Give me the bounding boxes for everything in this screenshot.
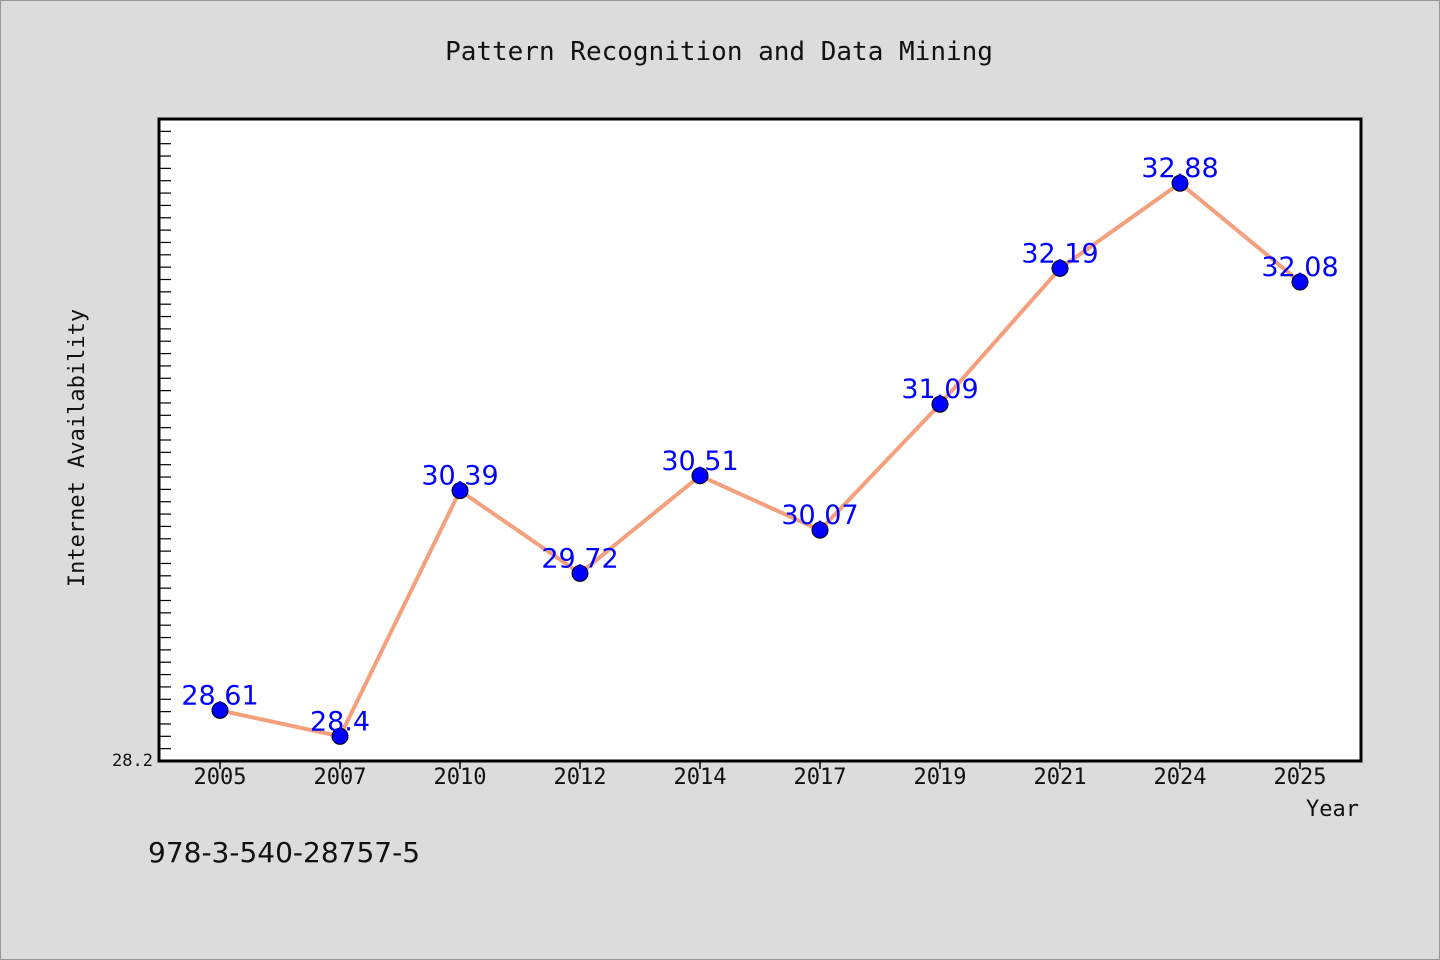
data-point: [691, 467, 709, 485]
x-axis-tick-labels: 2005 2007 2010 2012 2014 2017 2019 2021 2024 2025: [194, 765, 1327, 790]
data-point: [451, 482, 469, 500]
data-label: 30.39: [421, 461, 498, 492]
x-axis-ticks: [219, 761, 1301, 769]
x-tick-label: 2024: [1154, 765, 1207, 790]
data-label: 28.61: [181, 680, 258, 711]
data-label: 32.08: [1261, 252, 1338, 283]
chart-title: Pattern Recognition and Data Mining: [445, 37, 993, 67]
data-point: [811, 521, 829, 539]
data-point: [1051, 259, 1069, 277]
data-label: 29.72: [541, 543, 618, 574]
data-label: 30.51: [661, 446, 738, 477]
x-tick-label: 2017: [794, 765, 847, 790]
data-label: 30.07: [781, 500, 858, 531]
data-point: [571, 564, 589, 582]
data-point: [1291, 273, 1309, 291]
y-tick-label-min: 28.2: [112, 751, 153, 771]
data-label: 32.88: [1141, 153, 1218, 184]
y-axis-title: Internet Availability: [65, 309, 90, 587]
x-tick-label: 2007: [314, 765, 367, 790]
y-axis-ticks: [159, 130, 171, 762]
x-tick-label: 2014: [674, 765, 727, 790]
data-point: [931, 395, 949, 413]
x-tick-label: 2010: [434, 765, 487, 790]
series-layer: [211, 174, 1309, 745]
data-labels: 28.61 28.4 30.39 29.72 30.51 30.07 31.09 32.19 3…: [181, 153, 1338, 737]
x-tick-label: 2021: [1034, 765, 1087, 790]
plot-area: [157, 117, 1363, 763]
data-label: 32.19: [1021, 238, 1098, 269]
footer-text: 978-3-540-28757-5: [148, 836, 420, 869]
data-point: [211, 701, 229, 719]
data-label: 31.09: [901, 374, 978, 405]
x-tick-label: 2012: [554, 765, 607, 790]
x-tick-label: 2025: [1274, 765, 1327, 790]
x-axis-title: Year: [1306, 797, 1359, 822]
data-point: [331, 727, 349, 745]
x-tick-label: 2005: [194, 765, 247, 790]
data-label: 28.4: [310, 706, 370, 737]
series-line: [218, 181, 1302, 739]
x-tick-label: 2019: [914, 765, 967, 790]
data-point: [1171, 174, 1189, 192]
